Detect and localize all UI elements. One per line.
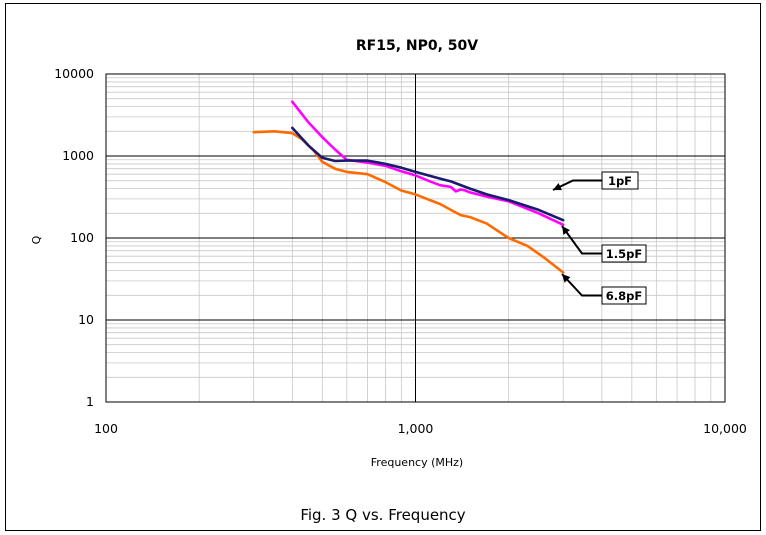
x-tick-label: 1,000 — [398, 421, 434, 436]
x-tick-labels: 100 1,000 10,000 — [94, 421, 747, 436]
series-line-1-5pf — [291, 100, 565, 227]
y-axis-label: Q — [30, 235, 43, 244]
chart-title: RF15, NP0, 50V — [356, 38, 478, 54]
y-tick-labels: 1 10 100 1000 10000 — [54, 66, 94, 409]
series-callouts: 1pF 1.5pF 6.8pF — [552, 171, 647, 305]
chart-frame — [5, 3, 761, 531]
series-label-6-8pf: 6.8pF — [606, 289, 642, 303]
y-tick-label: 10000 — [54, 66, 94, 81]
series-lines — [252, 100, 565, 274]
x-axis-label: Frequency (MHz) — [371, 456, 463, 469]
x-tick-label: 10,000 — [703, 421, 747, 436]
callout-arrowhead-6-8pf — [562, 274, 571, 283]
callout-box-1pf — [601, 171, 639, 190]
callout-box-6-8pf — [601, 286, 647, 305]
x-tick-label: 100 — [94, 421, 118, 436]
y-tick-label: 100 — [70, 230, 94, 245]
callout-box-1-5pf — [601, 244, 647, 263]
y-tick-label: 1 — [86, 394, 94, 409]
callout-arrowhead-1pf — [553, 182, 562, 191]
series-label-1pf: 1pF — [608, 174, 632, 188]
figure-caption: Fig. 3 Q vs. Frequency — [300, 506, 466, 524]
callout-arrow-6-8pf — [561, 273, 602, 297]
callout-arrow-1-5pf — [561, 225, 602, 255]
plot-area — [105, 73, 726, 403]
series-line-1pf — [291, 126, 565, 222]
y-tick-label: 1000 — [62, 148, 94, 163]
y-tick-label: 10 — [78, 312, 94, 327]
series-label-1-5pf: 1.5pF — [606, 247, 642, 261]
callout-arrowhead-1-5pf — [562, 226, 570, 235]
